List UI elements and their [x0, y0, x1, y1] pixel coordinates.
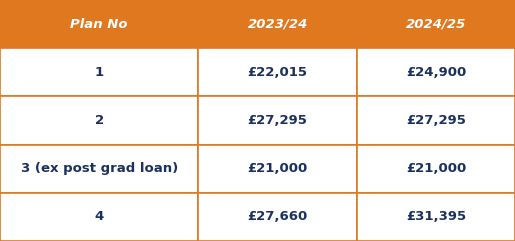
Bar [0, 48, 198, 96]
Text: £27,295: £27,295 [406, 114, 466, 127]
Bar [198, 145, 357, 193]
Text: 2024/25: 2024/25 [406, 18, 466, 31]
Text: 3 (ex post grad loan): 3 (ex post grad loan) [21, 162, 178, 175]
Bar [0, 145, 198, 193]
Text: Plan No: Plan No [71, 18, 128, 31]
Text: 4: 4 [95, 210, 104, 223]
Bar [198, 193, 357, 241]
Bar [357, 193, 515, 241]
Bar [357, 0, 515, 48]
Text: £27,295: £27,295 [248, 114, 307, 127]
Text: £31,395: £31,395 [406, 210, 466, 223]
Text: £24,900: £24,900 [406, 66, 466, 79]
Bar [198, 0, 357, 48]
Text: 2023/24: 2023/24 [247, 18, 308, 31]
Bar [198, 96, 357, 145]
Text: £22,015: £22,015 [248, 66, 307, 79]
Bar [0, 0, 198, 48]
Bar [198, 48, 357, 96]
Text: £21,000: £21,000 [248, 162, 307, 175]
Bar [0, 96, 198, 145]
Bar [0, 193, 198, 241]
Bar [357, 48, 515, 96]
Bar [357, 145, 515, 193]
Text: 1: 1 [95, 66, 104, 79]
Text: 2: 2 [95, 114, 104, 127]
Text: £21,000: £21,000 [406, 162, 466, 175]
Text: £27,660: £27,660 [248, 210, 307, 223]
Bar [357, 96, 515, 145]
